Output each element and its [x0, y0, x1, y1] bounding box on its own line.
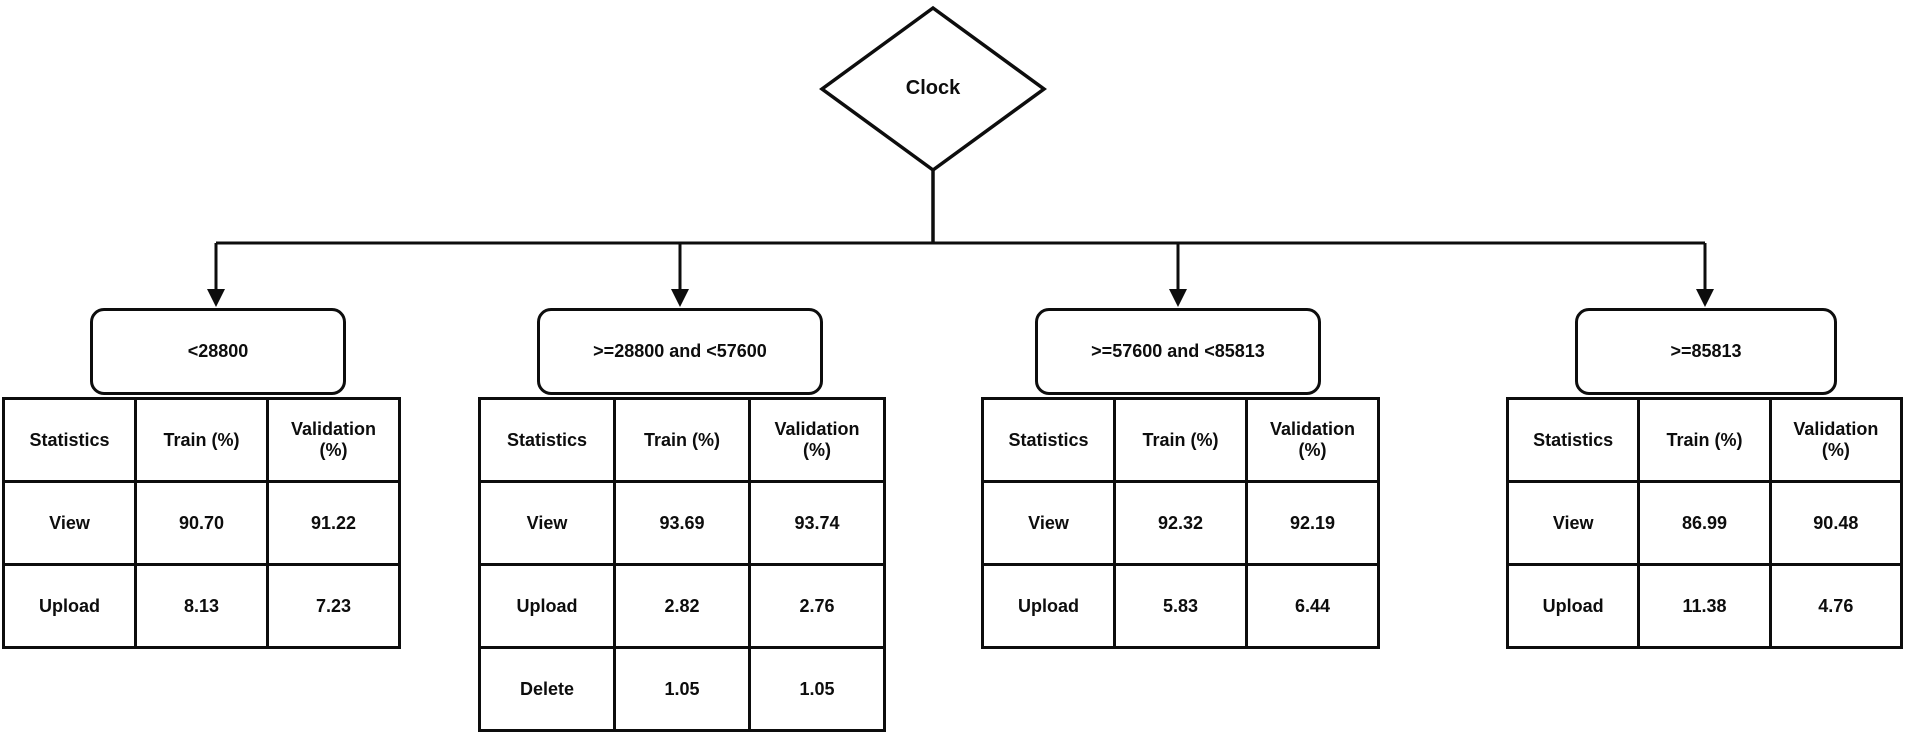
column-header: Statistics: [981, 397, 1116, 483]
stats-table-2: Statistics Train (%) Validation (%) View 93…: [478, 397, 886, 732]
value-cell: 7.23: [266, 563, 401, 649]
value-cell: 8.13: [134, 563, 269, 649]
statistic-label-cell: View: [1505, 480, 1641, 566]
header-row: Statistics Train (%) Validation (%): [1505, 397, 1904, 483]
header-row: Statistics Train (%) Validation (%): [2, 397, 401, 483]
column-header: Train (%): [1113, 397, 1248, 483]
statistic-label-cell: Delete: [478, 646, 616, 732]
table-row: View 90.70 91.22: [2, 480, 401, 566]
condition-node-3: >=57600 and <85813: [1035, 308, 1321, 395]
statistic-label-cell: Upload: [478, 563, 616, 649]
table-row: Upload 5.83 6.44: [981, 563, 1380, 649]
value-cell: 6.44: [1245, 563, 1380, 649]
value-cell: 93.69: [613, 480, 751, 566]
value-cell: 2.82: [613, 563, 751, 649]
table-row: Delete 1.05 1.05: [478, 646, 886, 732]
stats-table-4: Statistics Train (%) Validation (%) View 86…: [1505, 397, 1904, 649]
column-header: Statistics: [478, 397, 616, 483]
value-cell: 4.76: [1768, 563, 1904, 649]
stats-table-1: Statistics Train (%) Validation (%) View 90…: [2, 397, 401, 649]
value-cell: 92.32: [1113, 480, 1248, 566]
value-cell: 2.76: [748, 563, 886, 649]
condition-node-4: >=85813: [1575, 308, 1837, 395]
statistic-label-cell: Upload: [981, 563, 1116, 649]
table-row: View 86.99 90.48: [1505, 480, 1904, 566]
column-header: Validation (%): [266, 397, 401, 483]
table-row: View 93.69 93.74: [478, 480, 886, 566]
column-header: Statistics: [2, 397, 137, 483]
root-node-label: Clock: [905, 76, 961, 99]
value-cell: 11.38: [1637, 563, 1772, 649]
value-cell: 5.83: [1113, 563, 1248, 649]
column-header: Validation (%): [748, 397, 886, 483]
value-cell: 92.19: [1245, 480, 1380, 566]
table-row: Upload 8.13 7.23: [2, 563, 401, 649]
value-cell: 90.70: [134, 480, 269, 566]
table-row: Upload 2.82 2.76: [478, 563, 886, 649]
column-header: Validation (%): [1245, 397, 1380, 483]
value-cell: 1.05: [748, 646, 886, 732]
condition-node-2: >=28800 and <57600: [537, 308, 823, 395]
table-row: Upload 11.38 4.76: [1505, 563, 1904, 649]
statistic-label-cell: View: [981, 480, 1116, 566]
statistic-label-cell: Upload: [2, 563, 137, 649]
header-row: Statistics Train (%) Validation (%): [478, 397, 886, 483]
value-cell: 91.22: [266, 480, 401, 566]
column-header: Train (%): [1637, 397, 1772, 483]
column-header: Statistics: [1505, 397, 1641, 483]
value-cell: 90.48: [1768, 480, 1904, 566]
table-row: View 92.32 92.19: [981, 480, 1380, 566]
header-row: Statistics Train (%) Validation (%): [981, 397, 1380, 483]
value-cell: 1.05: [613, 646, 751, 732]
condition-node-1: <28800: [90, 308, 346, 395]
statistic-label-cell: View: [478, 480, 616, 566]
statistic-label-cell: View: [2, 480, 137, 566]
statistic-label-cell: Upload: [1505, 563, 1641, 649]
column-header: Train (%): [134, 397, 269, 483]
value-cell: 93.74: [748, 480, 886, 566]
column-header: Train (%): [613, 397, 751, 483]
column-header: Validation (%): [1768, 397, 1904, 483]
stats-table-3: Statistics Train (%) Validation (%) View 92…: [981, 397, 1380, 649]
value-cell: 86.99: [1637, 480, 1772, 566]
